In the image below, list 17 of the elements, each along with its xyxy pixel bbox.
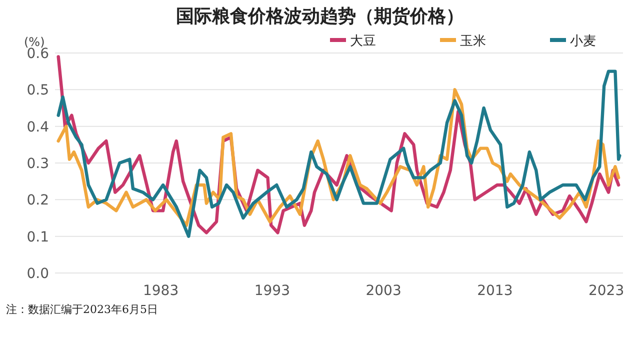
- x-tick-label: 2003: [366, 283, 402, 299]
- y-tick-label: 0.2: [26, 192, 49, 209]
- x-tick-label: 1983: [142, 283, 179, 299]
- legend-label: 玉米: [460, 34, 486, 49]
- y-tick-label: 0.3: [26, 156, 49, 172]
- y-tick-label: 0.4: [26, 119, 50, 136]
- y-tick-label: 0.1: [26, 229, 49, 246]
- legend-label: 小麦: [570, 34, 596, 49]
- chart-title: 国际粮食价格波动趋势（期货价格）: [176, 6, 464, 27]
- legend-label: 大豆: [350, 34, 376, 49]
- y-tick-label: 0.0: [26, 266, 49, 282]
- text: 注：数据汇编于2023年6月5日: [6, 303, 158, 316]
- x-tick-label: 2013: [477, 283, 513, 299]
- x-tick-label: 2023: [588, 283, 624, 299]
- y-axis-title: (%): [24, 35, 45, 49]
- x-tick-label: 1993: [254, 283, 290, 299]
- y-tick-label: 0.5: [26, 82, 49, 99]
